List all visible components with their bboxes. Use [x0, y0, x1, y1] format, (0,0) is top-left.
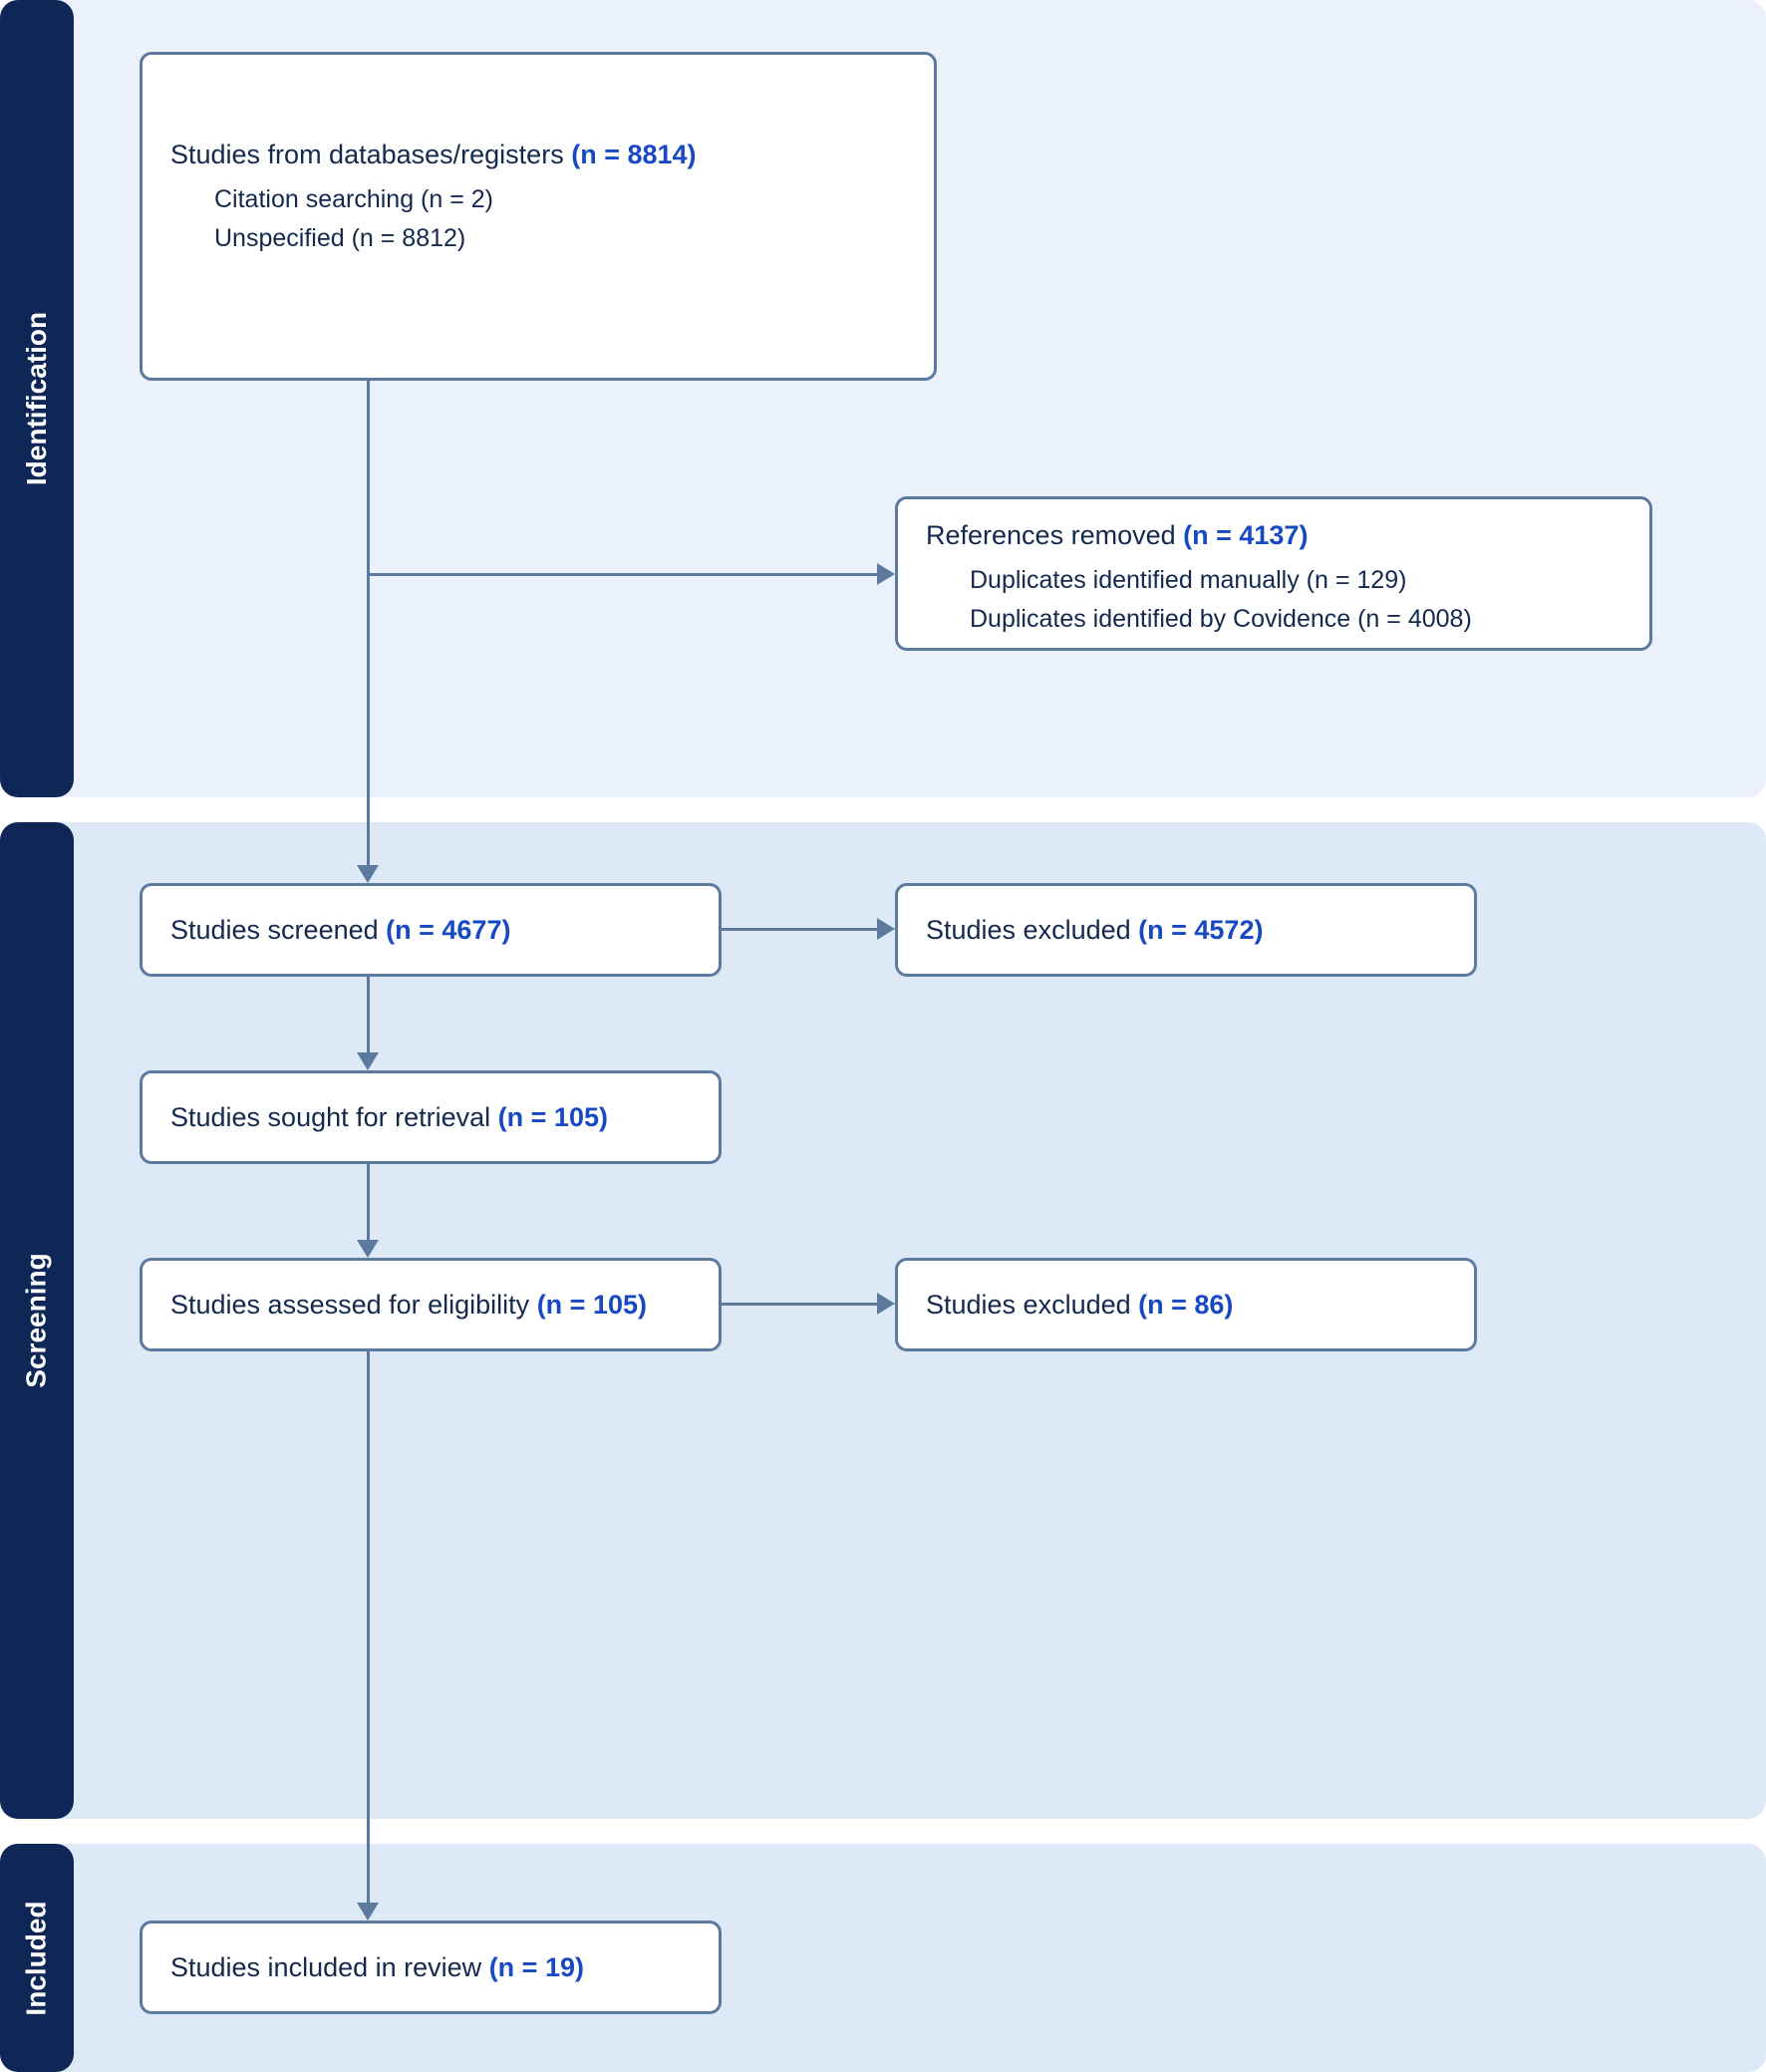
arrow-line — [367, 379, 370, 867]
identification-label: Identification — [21, 312, 53, 485]
assessed-box: Studies assessed for eligibility (n = 10… — [140, 1258, 722, 1351]
sought-n: (n = 105) — [498, 1102, 608, 1132]
excluded-assessed-title: Studies excluded — [926, 1290, 1138, 1320]
arrow-line — [367, 1351, 370, 1905]
excluded-screened-n: (n = 4572) — [1138, 915, 1263, 945]
databases-sub-1: Citation searching (n = 2) — [214, 181, 906, 219]
screened-n: (n = 4677) — [386, 915, 510, 945]
excluded-screened-title: Studies excluded — [926, 915, 1138, 945]
removed-n: (n = 4137) — [1183, 520, 1308, 550]
removed-title: References removed — [926, 520, 1183, 550]
removed-sub-1: Duplicates identified manually (n = 129) — [970, 562, 1621, 600]
included-review-box: Studies included in review (n = 19) — [140, 1921, 722, 2014]
assessed-n: (n = 105) — [537, 1290, 647, 1320]
identification-label-bar: Identification — [0, 0, 74, 797]
arrow-head — [877, 1293, 895, 1315]
excluded-assessed-n: (n = 86) — [1138, 1290, 1233, 1320]
arrow-head — [877, 918, 895, 940]
arrow-line — [722, 1303, 879, 1306]
excluded-assessed-box: Studies excluded (n = 86) — [895, 1258, 1477, 1351]
screening-label: Screening — [21, 1253, 53, 1387]
prisma-flowchart: Identification Screening Included Studie… — [0, 0, 1766, 2072]
databases-n: (n = 8814) — [571, 140, 696, 169]
arrow-head — [357, 1903, 379, 1921]
removed-sub-2: Duplicates identified by Covidence (n = … — [970, 601, 1621, 639]
screened-title: Studies screened — [170, 915, 386, 945]
included-review-n: (n = 19) — [489, 1952, 584, 1982]
removed-box: References removed (n = 4137) Duplicates… — [895, 496, 1652, 651]
arrow-head — [357, 1240, 379, 1258]
included-review-title: Studies included in review — [170, 1952, 489, 1982]
sought-title: Studies sought for retrieval — [170, 1102, 498, 1132]
databases-title: Studies from databases/registers — [170, 140, 571, 169]
arrow-line — [367, 1164, 370, 1242]
arrow-line — [722, 928, 879, 931]
screened-box: Studies screened (n = 4677) — [140, 883, 722, 977]
arrow-line — [367, 977, 370, 1054]
included-label: Included — [21, 1901, 53, 2015]
arrow-head — [357, 1052, 379, 1070]
databases-box: Studies from databases/registers (n = 88… — [140, 52, 937, 381]
databases-sub-2: Unspecified (n = 8812) — [214, 220, 906, 258]
included-label-bar: Included — [0, 1844, 74, 2072]
arrow-head — [357, 865, 379, 883]
arrow-head — [877, 563, 895, 585]
sought-box: Studies sought for retrieval (n = 105) — [140, 1070, 722, 1164]
screening-label-bar: Screening — [0, 822, 74, 1819]
assessed-title: Studies assessed for eligibility — [170, 1290, 537, 1320]
excluded-screened-box: Studies excluded (n = 4572) — [895, 883, 1477, 977]
arrow-line — [367, 573, 879, 576]
